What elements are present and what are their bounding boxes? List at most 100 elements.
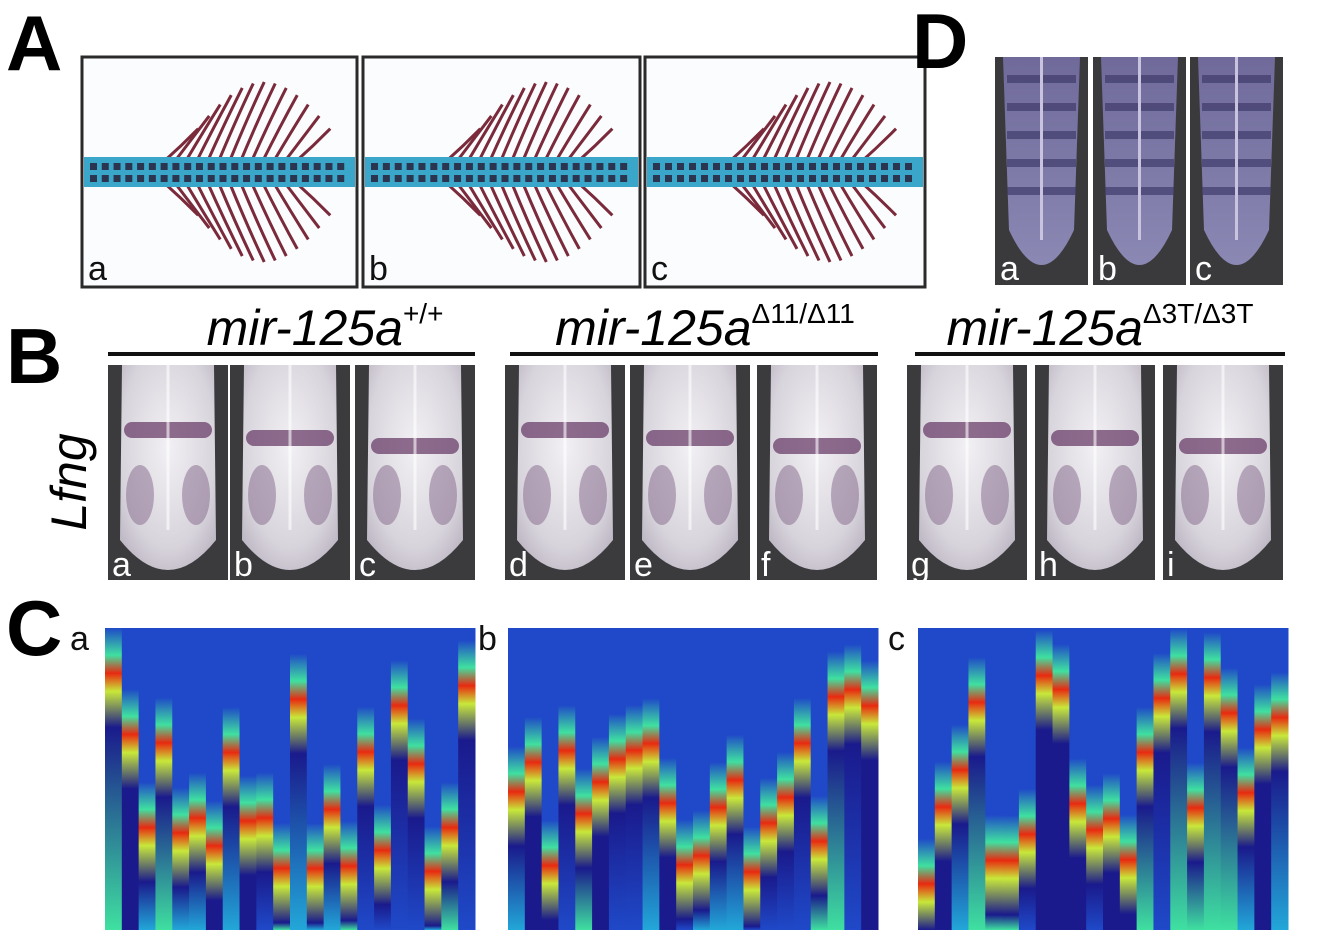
vertebra [596, 175, 604, 182]
vertebra [701, 175, 708, 182]
vertebra [137, 175, 145, 182]
rib [554, 181, 592, 241]
vertebra [845, 163, 852, 170]
heatmap-column [524, 628, 543, 930]
vertebra [785, 163, 792, 170]
vertebra [608, 175, 616, 182]
vertebra [725, 163, 732, 170]
vertebra [689, 163, 696, 170]
vertebra [337, 163, 345, 170]
rib [249, 181, 288, 257]
heatmap-column [1170, 628, 1188, 930]
heatmap-column [441, 628, 459, 930]
rib [554, 103, 592, 163]
spine [647, 157, 923, 187]
vertebra [207, 175, 215, 182]
vertebra [382, 175, 390, 182]
heatmap-column [189, 628, 207, 930]
vertebra [184, 163, 192, 170]
expression-domain [182, 465, 210, 525]
vertebra [394, 163, 402, 170]
rib [477, 94, 515, 163]
vertebra [489, 163, 497, 170]
vertebra [713, 163, 720, 170]
vertebra [301, 163, 309, 170]
rib [531, 87, 570, 163]
heatmap-column [659, 628, 677, 930]
heatmap-column [105, 628, 123, 930]
expression-domain [429, 465, 457, 525]
vertebra [137, 163, 145, 170]
vertebra [243, 163, 251, 170]
vertebra [489, 175, 497, 182]
embryo-image: d [505, 365, 625, 584]
expression-domain [704, 465, 732, 525]
vertebra [125, 175, 133, 182]
rib [260, 94, 299, 163]
vertebra [442, 175, 450, 182]
panel-label: D [912, 0, 968, 85]
vertebra [761, 175, 768, 182]
heatmap-column [239, 628, 257, 930]
vertebra [430, 163, 438, 170]
heatmap-column [726, 628, 744, 930]
embryo-image: f [757, 365, 877, 584]
vertebra [172, 163, 180, 170]
vertebra [301, 175, 309, 182]
heatmap-image [918, 628, 1289, 930]
heatmap-column [793, 628, 812, 930]
vertebra [278, 175, 286, 182]
heatmap-column [709, 628, 728, 930]
embryo-image: g [907, 365, 1027, 584]
rib [487, 87, 526, 163]
vertebra [821, 175, 828, 182]
subpanel-label: c [359, 546, 376, 584]
heatmap-column [407, 628, 426, 930]
subpanel-label: d [509, 546, 528, 584]
vertebra [620, 163, 628, 170]
vertebra [881, 163, 888, 170]
vertebra [893, 163, 900, 170]
vertebra [596, 163, 604, 170]
rib [216, 181, 255, 262]
rib [771, 87, 810, 163]
rib [194, 181, 233, 250]
vertebra [418, 175, 426, 182]
heatmap-image [508, 628, 879, 930]
vertebra [454, 163, 462, 170]
genotype: +/+ [403, 298, 443, 329]
heatmap-column [172, 628, 190, 930]
vertebra [160, 175, 168, 182]
vertebra [797, 175, 804, 182]
heatmap-column [918, 628, 936, 930]
rib [477, 181, 515, 250]
expression-domain [831, 465, 859, 525]
rib [194, 94, 233, 163]
genotype-title: mir-125a+/+ [207, 298, 444, 356]
vertebra [857, 163, 864, 170]
vertebra [266, 175, 274, 182]
heatmap-column [861, 628, 879, 930]
vertebra [620, 175, 628, 182]
rib [520, 82, 559, 163]
vertebra [113, 163, 121, 170]
rib [509, 81, 548, 163]
rib [771, 181, 810, 257]
gene-label: Lfng [41, 433, 97, 531]
vertebra [584, 163, 592, 170]
vertebra [465, 163, 473, 170]
vertebra [537, 175, 545, 182]
heatmap-column [1220, 628, 1239, 930]
heatmap-column [1187, 628, 1205, 930]
embryo-image: c [355, 365, 475, 584]
subpanel-label: a [1000, 250, 1019, 288]
expression-domain [1109, 465, 1137, 525]
panel-label: C [6, 584, 62, 672]
vertebra [737, 163, 744, 170]
vertebra [231, 175, 239, 182]
vertebra [525, 163, 533, 170]
embryo-image: a [108, 365, 228, 584]
vertebra [148, 163, 156, 170]
subpanel-label: e [634, 546, 653, 584]
skeleton-image: c [643, 55, 927, 289]
